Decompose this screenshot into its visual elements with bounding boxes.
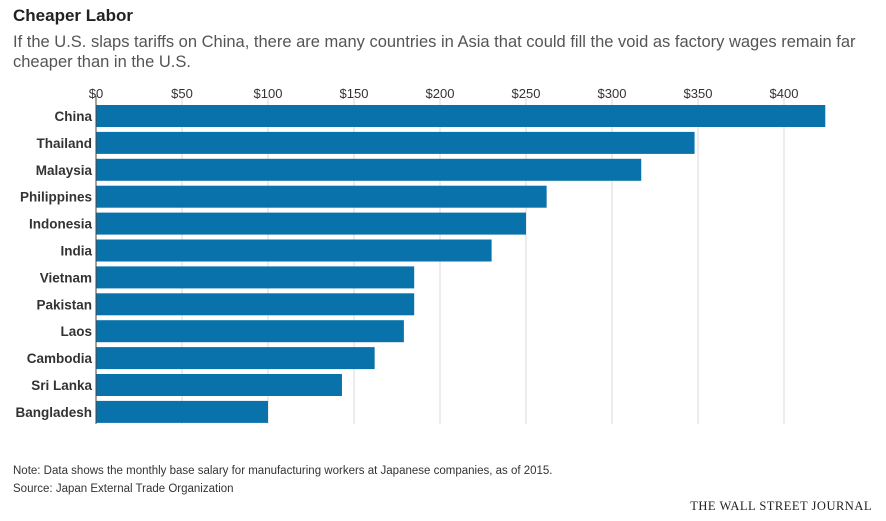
x-tick-label: $300 xyxy=(598,86,627,101)
x-tick-label: $150 xyxy=(340,86,369,101)
x-tick-label: $50 xyxy=(171,86,193,101)
bar xyxy=(96,239,492,262)
bar xyxy=(96,212,526,235)
bar xyxy=(96,131,695,154)
category-label: Vietnam xyxy=(40,270,92,285)
x-tick-label: $350 xyxy=(684,86,713,101)
x-tick-label: $400 xyxy=(770,86,799,101)
x-tick-label: $250 xyxy=(512,86,541,101)
category-label: Cambodia xyxy=(27,351,93,366)
chart-subtitle: If the U.S. slaps tariffs on China, ther… xyxy=(13,33,856,71)
x-tick-label: $0 xyxy=(89,86,103,101)
bar xyxy=(96,105,826,127)
publisher-logo: THE WALL STREET JOURNAL xyxy=(690,499,872,513)
category-label: Laos xyxy=(60,324,92,339)
bar xyxy=(96,293,415,316)
bar xyxy=(96,320,404,343)
category-label: Bangladesh xyxy=(15,405,92,420)
chart-title: Cheaper Labor xyxy=(13,6,133,25)
category-label: Thailand xyxy=(36,136,92,151)
chart-note: Note: Data shows the monthly base salary… xyxy=(13,465,553,477)
category-label: Pakistan xyxy=(36,297,92,312)
chart-source: Source: Japan External Trade Organizatio… xyxy=(13,483,234,495)
category-label: Malaysia xyxy=(36,163,93,178)
category-label: India xyxy=(60,244,92,259)
bar xyxy=(96,266,415,289)
category-label: Philippines xyxy=(20,190,92,205)
bar xyxy=(96,158,642,181)
bar xyxy=(96,185,547,208)
category-label: China xyxy=(54,109,92,124)
bar xyxy=(96,400,268,423)
bar xyxy=(96,374,342,396)
bar xyxy=(96,347,375,370)
category-label: Sri Lanka xyxy=(31,378,92,393)
x-tick-label: $200 xyxy=(426,86,455,101)
category-label: Indonesia xyxy=(29,217,93,232)
x-tick-label: $100 xyxy=(254,86,283,101)
